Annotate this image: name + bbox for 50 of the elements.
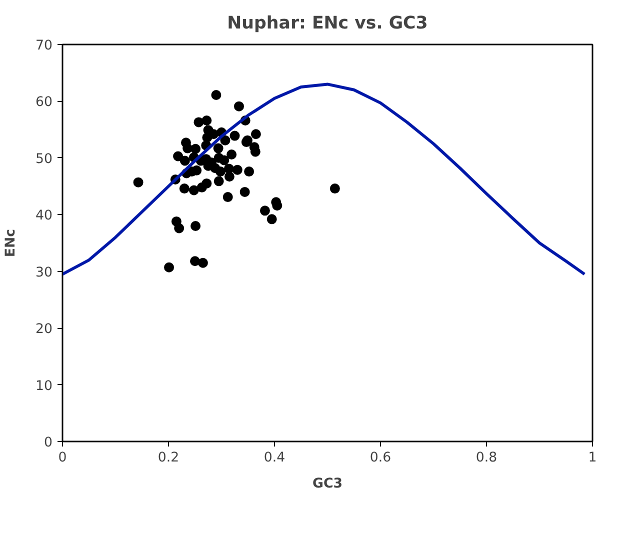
y-tick-label: 60 bbox=[36, 95, 53, 110]
point bbox=[214, 176, 224, 186]
point bbox=[222, 192, 233, 202]
chart-title: Nuphar: ENc vs. GC3 bbox=[227, 14, 428, 34]
point bbox=[180, 156, 190, 166]
y-tick-label: 40 bbox=[36, 208, 53, 224]
point bbox=[219, 155, 230, 166]
x-tick-label: 0.4 bbox=[264, 450, 286, 466]
point bbox=[215, 166, 226, 177]
point bbox=[230, 130, 240, 141]
point bbox=[198, 258, 208, 268]
point bbox=[202, 116, 212, 126]
point bbox=[174, 223, 184, 234]
point bbox=[190, 144, 201, 154]
y-tick-label: 20 bbox=[36, 322, 53, 338]
point bbox=[232, 164, 242, 175]
point bbox=[266, 214, 277, 224]
y-tick-label: 0 bbox=[44, 436, 53, 450]
point bbox=[133, 177, 144, 188]
y-tick-label: 10 bbox=[36, 378, 53, 394]
point bbox=[213, 143, 224, 154]
point bbox=[179, 184, 190, 194]
point bbox=[260, 206, 270, 216]
point bbox=[190, 220, 201, 231]
point bbox=[190, 256, 200, 266]
point bbox=[244, 166, 254, 177]
x-tick-label: 0.6 bbox=[370, 450, 392, 466]
point bbox=[224, 172, 234, 182]
point bbox=[330, 184, 340, 194]
point bbox=[211, 90, 222, 100]
y-tick-label: 50 bbox=[36, 152, 53, 167]
point bbox=[240, 186, 250, 197]
x-tick-label: 0 bbox=[58, 450, 67, 466]
x-tick-label: 0.2 bbox=[158, 450, 180, 466]
x-axis-title: GC3 bbox=[312, 476, 343, 492]
y-tick-label: 70 bbox=[36, 38, 53, 54]
y-tick-label: 30 bbox=[36, 265, 53, 280]
y-axis-title: ENc bbox=[4, 228, 19, 258]
point bbox=[188, 185, 199, 196]
point bbox=[250, 146, 260, 157]
x-tick-label: 1 bbox=[588, 450, 597, 466]
point bbox=[173, 151, 184, 162]
point bbox=[196, 182, 207, 192]
point bbox=[250, 129, 261, 140]
line-series bbox=[62, 82, 586, 276]
point bbox=[220, 135, 230, 146]
point bbox=[164, 262, 174, 272]
point bbox=[234, 101, 244, 112]
x-tick-label: 0.8 bbox=[476, 450, 498, 466]
point bbox=[226, 150, 237, 160]
